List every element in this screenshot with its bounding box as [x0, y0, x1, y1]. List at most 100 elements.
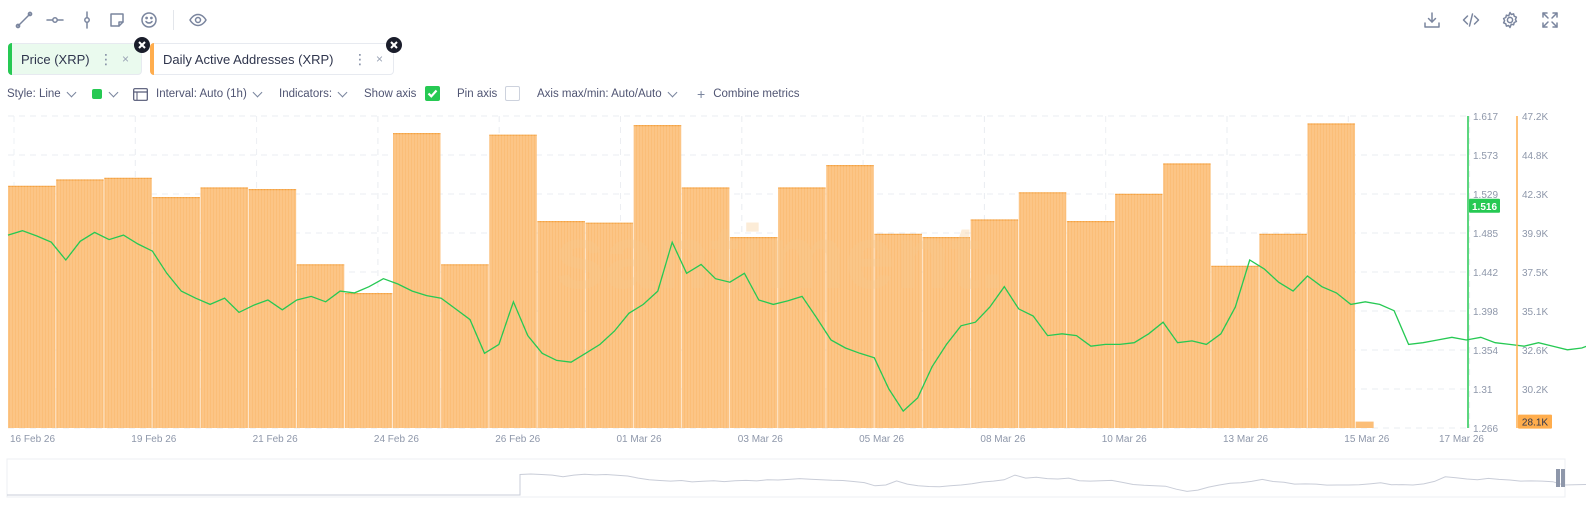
daa-tick-label: 39.9K	[1522, 229, 1548, 240]
daa-bar	[633, 125, 682, 428]
metric-chip-daily-active-addresses[interactable]: Daily Active Addresses (XRP) ⋮ ×	[150, 37, 402, 75]
daa-bar	[1211, 266, 1259, 428]
daa-bar	[344, 293, 393, 428]
price-tick-label: 1.485	[1473, 229, 1498, 240]
daa-bar	[296, 264, 345, 428]
daa-bar	[874, 234, 922, 428]
chevron-down-icon	[108, 87, 119, 97]
note-icon[interactable]	[105, 8, 129, 32]
daa-tick-label: 32.6K	[1522, 346, 1548, 357]
x-tick-label: 24 Feb 26	[374, 434, 419, 445]
price-tick-label: 1.573	[1473, 151, 1498, 162]
price-tick-label: 1.398	[1473, 307, 1498, 318]
metric-chip-price[interactable]: Price (XRP) ⋮ ×	[8, 37, 150, 75]
style-label: Style: Line	[7, 88, 61, 100]
daa-bar-last	[1355, 421, 1374, 428]
price-current-badge	[1469, 198, 1500, 213]
navigator-handle-left	[1556, 469, 1560, 487]
metric-remove-icon[interactable]: ×	[122, 52, 130, 66]
x-tick-label: 05 Mar 26	[859, 434, 904, 445]
line-color-swatch[interactable]	[92, 89, 102, 99]
x-tick-label: 15 Mar 26	[1344, 434, 1389, 445]
daa-bar	[248, 189, 297, 428]
daa-current-badge	[1518, 414, 1552, 429]
chevron-down-icon	[667, 87, 678, 97]
daa-tick-label: 35.1K	[1522, 307, 1548, 318]
interval-label: Interval: Auto (1h)	[156, 88, 247, 100]
daa-bar	[681, 188, 730, 428]
navigator-handle-right	[1561, 469, 1565, 487]
price-tick-label: 1.617	[1473, 112, 1498, 123]
metric-label: Daily Active Addresses (XRP)	[163, 51, 334, 67]
navigator[interactable]	[6, 458, 1586, 498]
eye-icon[interactable]	[186, 8, 210, 32]
close-icon[interactable]	[134, 37, 150, 53]
download-icon[interactable]	[1420, 8, 1444, 32]
close-icon[interactable]	[386, 37, 402, 53]
daa-tick-label: 42.3K	[1522, 190, 1548, 201]
indicators-dropdown[interactable]: Indicators:	[279, 86, 348, 102]
daa-current-label: 28.1K	[1522, 418, 1548, 429]
x-tick-label: 17 Mar 26	[1439, 434, 1484, 445]
daa-axis: 47.2K 44.8K 42.3K 39.9K 37.5K 35.1K 32.6K 30.2K…	[1516, 112, 1552, 429]
daa-bar	[489, 135, 537, 428]
price-tick-label: 1.31	[1473, 385, 1493, 396]
x-tick-label: 10 Mar 26	[1102, 434, 1147, 445]
emoji-icon[interactable]	[137, 8, 161, 32]
color-dropdown[interactable]	[103, 86, 119, 102]
daa-bar	[441, 264, 489, 428]
x-tick-label: 21 Feb 26	[253, 434, 298, 445]
x-axis: 16 Feb 26 19 Feb 26 21 Feb 26 24 Feb 26 26 F…	[10, 434, 1484, 445]
settings-icon[interactable]	[1498, 8, 1522, 32]
interval-dropdown[interactable]: Interval: Auto (1h)	[133, 86, 263, 102]
daa-tick-label: 37.5K	[1522, 268, 1548, 279]
daa-bar	[729, 237, 778, 428]
daa-tick-label: 30.2K	[1522, 385, 1548, 396]
chevron-down-icon	[337, 87, 348, 97]
metric-remove-icon[interactable]: ×	[376, 52, 384, 66]
x-tick-label: 03 Mar 26	[738, 434, 783, 445]
indicators-label: Indicators:	[279, 88, 333, 100]
daa-bar	[8, 186, 56, 428]
horizontal-line-icon[interactable]	[43, 8, 67, 32]
daa-bar	[1018, 192, 1067, 428]
navigator-frame	[6, 458, 1566, 498]
chart-canvas[interactable]: santiment. 1.617 1.573 1.529 1.485 1.442 1.39…	[0, 108, 1586, 512]
metric-menu-icon[interactable]: ⋮	[99, 50, 113, 67]
daa-bar	[393, 133, 441, 428]
show-axis-checkbox[interactable]	[425, 86, 440, 101]
daa-bar	[922, 237, 970, 428]
plus-icon: +	[697, 86, 706, 102]
daa-bar	[1163, 164, 1211, 428]
axis-maxmin-label: Axis max/min: Auto/Auto	[537, 88, 662, 100]
fullscreen-icon[interactable]	[1538, 8, 1562, 32]
daa-bar	[104, 178, 152, 428]
combine-metrics-label: Combine metrics	[713, 88, 800, 100]
line-tool-icon[interactable]	[12, 8, 36, 32]
metric-menu-icon[interactable]: ⋮	[353, 50, 367, 67]
daa-bar	[970, 220, 1019, 428]
pin-axis-checkbox[interactable]	[505, 86, 520, 101]
axis-maxmin-dropdown[interactable]: Axis max/min: Auto/Auto	[537, 86, 678, 102]
daa-bar	[152, 197, 200, 428]
style-dropdown[interactable]: Style: Line	[7, 86, 77, 102]
daa-bar	[1066, 221, 1115, 428]
show-axis-label: Show axis	[364, 88, 417, 100]
daa-bar	[537, 221, 585, 428]
calendar-icon	[133, 87, 148, 101]
daa-tick-label: 44.8K	[1522, 151, 1548, 162]
price-line	[7, 230, 1586, 413]
metric-color-bar	[150, 43, 154, 75]
vertical-line-icon[interactable]	[75, 8, 99, 32]
navigator-line	[7, 473, 1586, 496]
embed-code-icon[interactable]	[1459, 8, 1483, 32]
metric-label: Price (XRP)	[21, 51, 90, 67]
x-tick-label: 26 Feb 26	[495, 434, 540, 445]
daa-tick-label: 47.2K	[1522, 112, 1548, 123]
combine-metrics-button[interactable]: + Combine metrics	[697, 86, 799, 102]
x-tick-label: 16 Feb 26	[10, 434, 55, 445]
price-tick-label: 1.266	[1473, 424, 1498, 435]
toolbar-divider	[173, 10, 174, 30]
chevron-down-icon	[252, 87, 263, 97]
daa-bar	[826, 165, 874, 428]
